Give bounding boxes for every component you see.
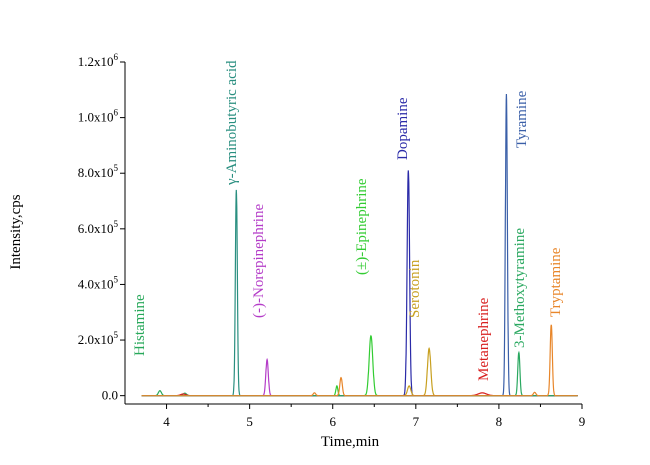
y-tick-label: 1.0x106 xyxy=(78,108,119,125)
y-tick-group: 0.0 2.0x105 4.0x105 6.0x105 8.0x105 1.0x106 1.… xyxy=(78,52,125,403)
peak-label: γ-Aminobutyric acid xyxy=(224,60,240,186)
trace-line xyxy=(141,347,578,397)
peak-label: Tryptamine xyxy=(548,247,564,317)
x-tick-label: 5 xyxy=(246,414,253,429)
trace-line xyxy=(141,324,578,397)
peak-label: (±)-Epinephrine xyxy=(354,178,370,275)
peak-label: Serotonin xyxy=(407,259,423,318)
peak-label: (-)-Norepinephrine xyxy=(251,204,267,318)
peak-label: Dopamine xyxy=(395,97,411,160)
y-tick-label: 8.0x105 xyxy=(78,163,119,180)
y-tick-label: 6.0x105 xyxy=(78,219,119,236)
y-tick-label: 2.0x105 xyxy=(78,330,119,347)
peak-label: Metanephrine xyxy=(476,297,492,381)
trace-group xyxy=(141,93,578,397)
y-tick-label: 1.2x106 xyxy=(78,52,119,69)
peak-label: Tyramine xyxy=(514,90,530,148)
y-tick-label: 4.0x105 xyxy=(78,274,119,291)
y-axis-title: Intensity,cps xyxy=(8,194,24,269)
x-tick-label: 9 xyxy=(579,414,586,429)
x-tick-label: 6 xyxy=(329,414,336,429)
x-tick-group: 4 5 6 7 8 9 xyxy=(163,404,585,429)
x-tick-label: 8 xyxy=(496,414,503,429)
trace-line xyxy=(141,350,578,397)
trace-line xyxy=(141,390,578,397)
x-tick-label: 7 xyxy=(413,414,420,429)
peak-label: Histamine xyxy=(132,294,148,356)
peak-label-group: Histamine γ-Aminobutyric acid (-)-Norepine… xyxy=(132,60,564,381)
y-tick-label: 0.0 xyxy=(102,388,118,403)
x-axis-title: Time,min xyxy=(321,434,380,450)
trace-line xyxy=(141,357,578,397)
peak-label: 3-Methoxytyramine xyxy=(512,228,528,348)
x-tick-label: 4 xyxy=(163,414,170,429)
